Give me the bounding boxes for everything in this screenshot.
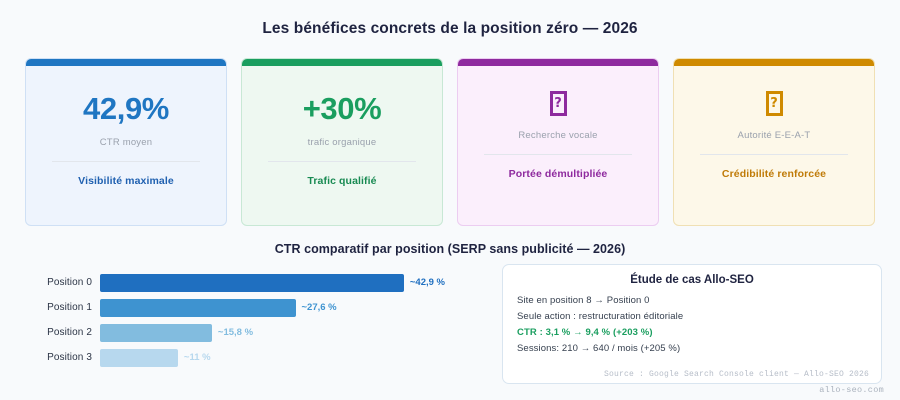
card-tag: Crédibilité renforcée — [721, 168, 827, 180]
bar-track: ~27,6 % — [100, 298, 490, 317]
bar-fill — [100, 348, 178, 367]
bar-row: Position 1 ~27,6 % — [30, 295, 490, 320]
card-accent-bar — [26, 59, 226, 66]
bar-row: Position 2 ~15,8 % — [30, 320, 490, 345]
bar-fill — [100, 298, 296, 317]
card-accent-bar — [458, 59, 658, 66]
card-subtitle: CTR moyen — [99, 137, 153, 148]
bar-value-label: ~42,9 % — [409, 277, 445, 288]
card-tag: Portée démultipliée — [508, 168, 608, 180]
bar-row: Position 3 ~11 % — [30, 345, 490, 370]
ctr-bar-chart: Position 0 ~42,9 % Position 1 ~27,6 % Positi… — [30, 264, 490, 384]
card-subtitle: trafic organique — [307, 137, 377, 148]
card-divider — [52, 161, 200, 162]
case-study-line: Sessions: 210 → 640 / mois (+205 %) — [517, 343, 681, 354]
bar-category-label: Position 0 — [47, 277, 92, 288]
kpi-card-recherche-vocale: ? Recherche vocale Portée démultipliée — [457, 58, 659, 226]
card-subtitle: Autorité E-E-A-T — [737, 130, 811, 141]
chart-title: CTR comparatif par position (SERP sans p… — [274, 242, 626, 256]
case-study-lines: Site en position 8 → Position 0 Seule act… — [517, 293, 867, 357]
bar-value-label: ~11 % — [183, 352, 211, 363]
case-study-line: CTR : 3,1 % → 9,4 % (+203 %) — [517, 327, 653, 338]
kpi-card-trafic: +30% trafic organique Trafic qualifié — [241, 58, 443, 226]
card-tag: Visibilité maximale — [78, 175, 174, 187]
bar-fill — [100, 273, 404, 292]
case-study-panel: Étude de cas Allo-SEO Site en position 8… — [502, 264, 882, 384]
bar-track: ~15,8 % — [100, 323, 490, 342]
missing-glyph-icon: ? — [549, 89, 567, 117]
page-title: Les bénéfices concrets de la position zé… — [262, 20, 638, 37]
card-divider — [484, 154, 632, 155]
kpi-card-ctr: 42,9% CTR moyen Visibilité maximale — [25, 58, 227, 226]
card-value: +30% — [302, 91, 382, 126]
case-study-source: Source : Google Search Console client — … — [603, 370, 869, 379]
card-accent-bar — [242, 59, 442, 66]
bar-category-label: Position 1 — [47, 302, 92, 313]
kpi-card-autorite: ? Autorité E-E-A-T Crédibilité renforcée — [673, 58, 875, 226]
missing-glyph-icon: ? — [765, 89, 783, 117]
bar-fill — [100, 323, 212, 342]
case-study-title: Étude de cas Allo-SEO — [630, 274, 754, 286]
kpi-cards-row: 42,9% CTR moyen Visibilité maximale +30%… — [0, 38, 900, 226]
case-study-line: Seule action : restructuration éditorial… — [517, 311, 684, 322]
lower-section: Position 0 ~42,9 % Position 1 ~27,6 % Positi… — [0, 256, 900, 384]
bar-row: Position 0 ~42,9 % — [30, 270, 490, 295]
bar-category-label: Position 2 — [47, 327, 92, 338]
card-value: 42,9% — [83, 91, 169, 126]
card-divider — [700, 154, 848, 155]
site-watermark: allo-seo.com — [819, 385, 884, 395]
bar-track: ~11 % — [100, 348, 490, 367]
card-accent-bar — [674, 59, 874, 66]
card-subtitle: Recherche vocale — [518, 130, 598, 141]
bar-value-label: ~27,6 % — [301, 302, 337, 313]
card-tag: Trafic qualifié — [307, 175, 377, 187]
bar-category-label: Position 3 — [47, 352, 92, 363]
case-study-line: Site en position 8 → Position 0 — [517, 295, 650, 306]
bar-value-label: ~15,8 % — [217, 327, 254, 338]
card-divider — [268, 161, 416, 162]
bar-track: ~42,9 % — [100, 273, 490, 292]
